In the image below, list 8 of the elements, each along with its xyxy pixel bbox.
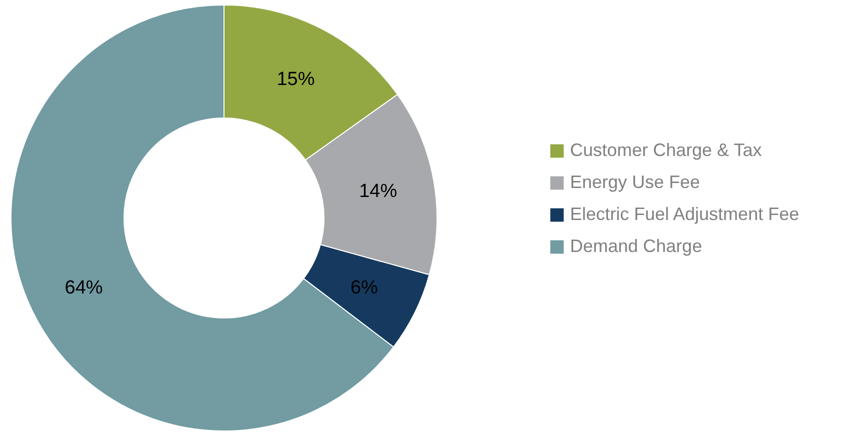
data-label: 6% [350,277,378,298]
legend-label: Demand Charge [570,236,702,256]
data-label: 15% [276,68,315,90]
legend-label: Energy Use Fee [570,172,700,192]
legend-label: Electric Fuel Adjustment Fee [570,204,800,224]
data-label: 14% [359,180,398,202]
legend-label: Customer Charge & Tax [570,140,762,160]
data-label: 64% [64,277,103,298]
